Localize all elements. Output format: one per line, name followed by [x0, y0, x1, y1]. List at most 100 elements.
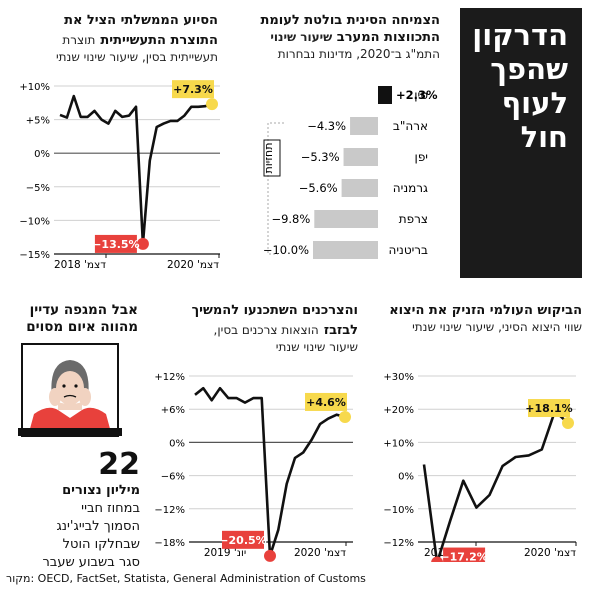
latest-point-marker — [206, 98, 218, 111]
industry-title-block: הסיוע הממשלתי הציל את התוצרת התעשייתית ת… — [6, 12, 218, 65]
industry-subtitle-line-2: תעשייתית בסין, שיעור שינוי שנתי — [55, 50, 218, 64]
bar-value-label: −4.3% — [307, 119, 346, 133]
bar-value-label: −10.0% — [263, 243, 309, 257]
y-tick-label: −10% — [383, 505, 414, 516]
retail-title-line-2: לבזבז — [323, 323, 358, 338]
industry-title-line-1: הסיוע הממשלתי הציל את — [64, 13, 218, 28]
gdp-title: הצמיחה הסינית בולטת לעומת התכווצות המערב… — [230, 12, 440, 46]
forecast-tag-box — [263, 139, 281, 177]
pandemic-title-line-2: מהווה איום מסוים — [26, 319, 138, 335]
bar — [341, 179, 378, 197]
low-value-badge — [443, 547, 486, 562]
pandemic-title-line-1: אבל המגפה עדיין — [29, 302, 138, 318]
bar-category-label: צרפת — [399, 212, 428, 226]
headline-line-1: הדרקון — [472, 18, 568, 52]
annotation-label: +7.3% — [173, 83, 213, 96]
y-tick-label: +20% — [383, 405, 414, 416]
x-tick-label: יונ' 2019 — [204, 547, 246, 559]
retail-line-chart: +12% +6% 0% −6% −12% −18% יונ' 2019 דצמ' 2020 +4… — [154, 372, 353, 562]
y-tick-label: 0% — [34, 149, 50, 160]
headline: הדרקון שהפך לעוף חול — [460, 18, 568, 154]
y-tick-label: −6% — [161, 472, 185, 483]
worried-woman-illustration — [18, 343, 122, 437]
bar-category-label: בריטניה — [388, 243, 428, 257]
annotation-label: −17.2% — [440, 551, 487, 562]
y-tick-label: −12% — [154, 505, 185, 516]
low-value-badge — [222, 530, 264, 549]
x-tick-label: דצמ' 2018 — [54, 259, 106, 271]
exports-title-block: הביקוש העולמי הזניק את היצוא שווי היצוא … — [382, 302, 582, 335]
annotation-label: −13.5% — [92, 238, 139, 251]
y-tick-label: −18% — [154, 538, 185, 549]
bar — [314, 210, 378, 228]
gdp-bar-chart: סין+2.3% ארה"ב −4.3% יפן −5.3% גרמניה −5.6% צרפ… — [262, 86, 438, 259]
bar-value-label: −5.6% — [299, 181, 338, 195]
y-tick-label: +10% — [19, 82, 50, 93]
y-tick-label: −10% — [19, 216, 50, 227]
low-point-marker — [431, 556, 444, 562]
gdp-title-line-2: התכווצות המערב — [336, 30, 440, 45]
x-tick-label: דצמ' 2020 — [294, 547, 346, 559]
low-point-marker — [136, 237, 149, 250]
x-tick-label: דצמ' 2020 — [524, 547, 576, 559]
bar — [313, 241, 378, 259]
y-tick-label: +5% — [26, 116, 50, 127]
latest-value-badge — [305, 392, 347, 411]
source-note: מקור: OECD, FactSet, Statista, General A… — [6, 572, 366, 585]
y-tick-label: +30% — [383, 372, 414, 383]
y-tick-label: −12% — [383, 538, 414, 549]
lockdown-desc-1: במחוז חביי — [81, 501, 140, 516]
gdp-subtitle-line-1: שיעור שינוי — [270, 30, 333, 44]
y-tick-label: 0% — [398, 472, 414, 483]
industry-subtitle-line-1: תוצרת — [62, 33, 96, 47]
latest-value-badge — [528, 399, 570, 418]
pandemic-title-block: אבל המגפה עדיין מהווה איום מסוים — [6, 302, 138, 336]
bar-category-label: יפן — [415, 150, 428, 164]
bar-value-label: −5.3% — [301, 150, 340, 164]
bar — [343, 148, 378, 166]
y-tick-label: 0% — [169, 438, 185, 449]
lockdown-number: 22 — [98, 447, 140, 482]
latest-value-badge — [172, 80, 214, 99]
series-line — [59, 94, 213, 246]
exports-title: הביקוש העולמי הזניק את היצוא — [389, 303, 582, 318]
series-line — [422, 409, 569, 562]
lockdown-desc-4: סגר בשבוע שעבר — [42, 555, 140, 570]
latest-point-marker — [562, 417, 574, 430]
headline-line-3: לעוף חול — [501, 86, 568, 154]
annotation-label: +18.1% — [525, 402, 572, 415]
industry-line-chart: +10% +5% 0% −5% −10% −15% דצמ' 2018 דצמ' 2020 +7… — [19, 80, 220, 271]
gdp-title-block: הצמיחה הסינית בולטת לעומת התכווצות המערב… — [230, 12, 440, 62]
window-sill — [18, 428, 122, 436]
series-line — [194, 386, 346, 558]
gdp-title-line-1: הצמיחה הסינית בולטת לעומת — [260, 13, 440, 28]
industry-title-line-2: התוצרת התעשייתית — [100, 33, 218, 48]
annotation-label: +4.6% — [306, 396, 346, 409]
latest-point-marker — [339, 410, 351, 423]
forecast-bracket — [267, 122, 284, 255]
y-tick-label: +10% — [383, 438, 414, 449]
bar-value-label: +2.3% — [396, 88, 438, 102]
exports-subtitle: שווי היצוא הסיני, שיעור שינוי שנתי — [412, 320, 582, 334]
bar — [378, 86, 392, 104]
lockdown-desc-3: שבחלקו הוטל — [62, 537, 140, 552]
forecast-label: תחזיות — [262, 143, 275, 174]
headline-block: הדרקון שהפך לעוף חול — [460, 8, 582, 278]
y-tick-label: −15% — [19, 250, 50, 261]
y-tick-label: +6% — [161, 405, 185, 416]
gdp-subtitle-line-2: התמ"ג ב־2020, מדינות נבחרות — [277, 47, 440, 61]
y-tick-label: +12% — [154, 372, 185, 383]
annotation-label: −20.5% — [219, 534, 266, 547]
retail-subtitle-line-2: שיעור שינוי שנתי — [275, 340, 358, 354]
bar — [350, 117, 378, 135]
low-value-badge — [94, 234, 137, 253]
retail-subtitle-line-1: הוצאות צרכנים בסין, — [213, 323, 319, 337]
bar-value-label: −9.8% — [271, 212, 310, 226]
headline-line-2: שהפך — [490, 52, 568, 86]
retail-title-line-1: והצרכנים השתכנעו להמשיך — [191, 303, 358, 318]
x-tick-label: דצמ' 2020 — [167, 259, 219, 271]
bar-category-label: ארה"ב — [393, 119, 428, 133]
low-point-marker — [264, 549, 276, 562]
y-tick-label: −5% — [26, 183, 50, 194]
